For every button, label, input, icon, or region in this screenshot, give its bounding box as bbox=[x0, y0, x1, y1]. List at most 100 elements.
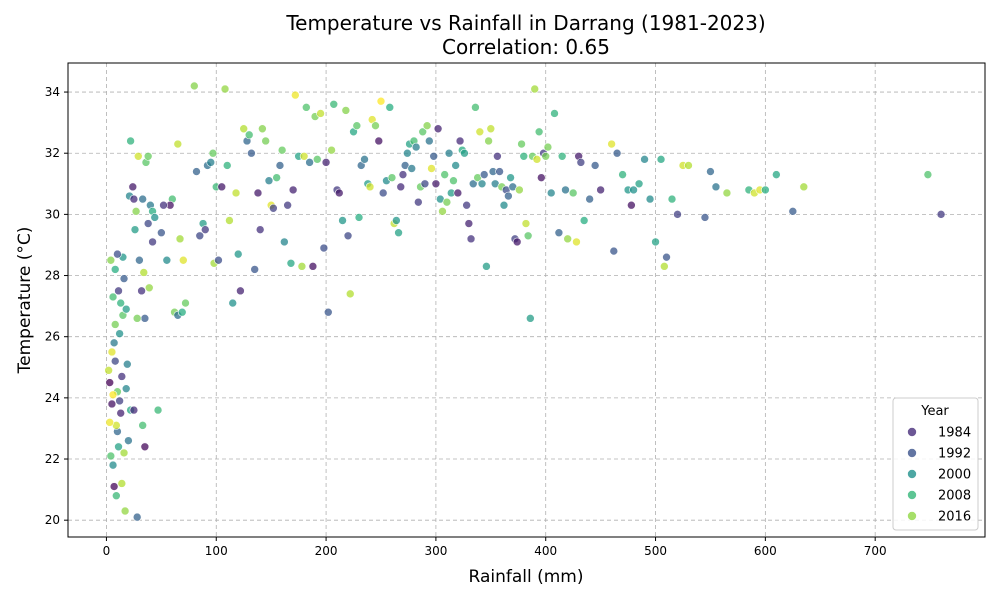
data-point bbox=[119, 274, 129, 283]
data-point bbox=[590, 161, 600, 170]
data-point bbox=[396, 182, 406, 192]
x-tick-label: 400 bbox=[534, 544, 557, 558]
data-point bbox=[239, 124, 249, 134]
x-tick-label: 500 bbox=[644, 544, 667, 558]
data-point bbox=[261, 136, 270, 146]
data-point bbox=[543, 142, 553, 152]
data-point bbox=[596, 185, 605, 195]
data-point bbox=[113, 249, 122, 259]
data-point bbox=[107, 399, 117, 409]
data-point bbox=[444, 148, 454, 158]
data-point bbox=[110, 265, 120, 274]
data-point bbox=[414, 197, 423, 207]
data-point bbox=[247, 148, 256, 158]
data-point bbox=[114, 442, 123, 452]
data-point bbox=[177, 307, 187, 317]
data-point bbox=[323, 307, 333, 317]
data-point bbox=[576, 158, 586, 167]
legend-label: 2016 bbox=[938, 510, 971, 525]
legend: Year 1984 1992 2000 2008 2016 bbox=[892, 397, 979, 531]
data-point bbox=[150, 213, 160, 222]
data-point bbox=[305, 158, 314, 167]
data-point bbox=[148, 237, 157, 247]
data-point bbox=[374, 136, 384, 146]
data-point bbox=[385, 103, 395, 112]
data-point bbox=[585, 194, 594, 204]
data-point bbox=[618, 170, 627, 179]
x-tick-label: 300 bbox=[424, 544, 447, 558]
y-tick-label: 34 bbox=[45, 85, 60, 99]
data-point bbox=[541, 151, 551, 161]
data-point bbox=[482, 262, 491, 271]
data-point bbox=[568, 188, 578, 198]
x-tick-label: 0 bbox=[103, 544, 111, 558]
legend-label: 1992 bbox=[938, 447, 971, 462]
data-point bbox=[319, 243, 329, 253]
data-point bbox=[115, 396, 124, 406]
data-point bbox=[398, 170, 408, 179]
data-point bbox=[286, 259, 296, 268]
data-point bbox=[345, 289, 355, 299]
x-tick-label: 100 bbox=[205, 544, 228, 558]
legend-entries: 1984 1992 2000 2008 2016 bbox=[907, 426, 971, 525]
data-point bbox=[711, 182, 721, 192]
data-point bbox=[645, 194, 655, 204]
data-point bbox=[651, 237, 660, 247]
data-point bbox=[561, 185, 570, 195]
data-point bbox=[255, 225, 265, 234]
data-point bbox=[484, 136, 493, 146]
data-point bbox=[116, 298, 126, 308]
data-point bbox=[499, 200, 509, 210]
data-point bbox=[244, 130, 254, 140]
data-point bbox=[440, 170, 449, 179]
chart-subtitle: Correlation: 0.65 bbox=[442, 35, 610, 59]
data-point bbox=[521, 219, 531, 228]
data-point bbox=[376, 96, 386, 106]
data-point bbox=[451, 161, 460, 170]
legend-label: 2000 bbox=[938, 468, 971, 483]
data-point bbox=[772, 170, 781, 179]
data-point bbox=[181, 298, 190, 308]
data-point bbox=[537, 173, 546, 182]
data-point bbox=[200, 225, 210, 234]
data-point bbox=[288, 185, 298, 195]
data-point bbox=[475, 127, 485, 137]
data-point bbox=[563, 234, 572, 244]
chart-title: Temperature vs Rainfall in Darrang (1981… bbox=[285, 11, 765, 35]
data-point bbox=[418, 127, 428, 137]
data-point bbox=[135, 255, 144, 265]
data-point bbox=[157, 228, 166, 238]
data-point bbox=[656, 155, 666, 164]
data-point bbox=[105, 418, 115, 427]
legend-marker bbox=[907, 427, 917, 437]
data-point bbox=[442, 197, 452, 207]
data-point bbox=[523, 231, 533, 241]
data-point bbox=[107, 347, 117, 357]
data-point bbox=[722, 188, 732, 198]
data-point bbox=[640, 155, 649, 164]
data-point bbox=[302, 103, 311, 112]
data-point bbox=[316, 109, 325, 118]
data-point bbox=[923, 170, 933, 179]
data-point bbox=[129, 194, 139, 204]
data-point bbox=[438, 207, 447, 216]
legend-marker bbox=[907, 490, 917, 500]
data-point bbox=[121, 384, 131, 393]
data-point bbox=[236, 286, 245, 296]
x-tick-label: 600 bbox=[754, 544, 777, 558]
data-point bbox=[138, 421, 147, 430]
data-point bbox=[108, 390, 118, 400]
data-point bbox=[365, 182, 375, 192]
data-point bbox=[275, 161, 285, 170]
y-axis-label: Temperature (°C) bbox=[15, 227, 35, 375]
data-point bbox=[124, 436, 133, 445]
data-point bbox=[269, 203, 278, 213]
data-point bbox=[700, 213, 710, 222]
data-point bbox=[629, 185, 638, 195]
data-point bbox=[334, 188, 344, 198]
data-point bbox=[217, 182, 227, 192]
legend-label: 2008 bbox=[938, 489, 971, 504]
data-point bbox=[455, 136, 465, 146]
data-point bbox=[130, 225, 140, 234]
